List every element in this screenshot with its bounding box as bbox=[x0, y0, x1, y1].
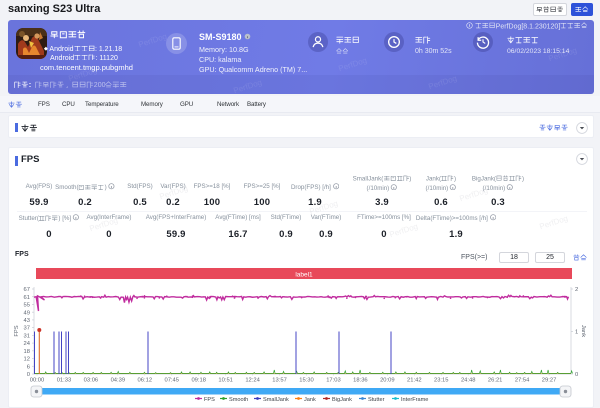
svg-text:0: 0 bbox=[27, 372, 30, 378]
svg-text:6: 6 bbox=[27, 364, 30, 370]
svg-text:12: 12 bbox=[24, 357, 30, 363]
svg-text:Jank: Jank bbox=[304, 397, 316, 403]
svg-text:Stutter: Stutter bbox=[368, 397, 385, 403]
svg-text:55: 55 bbox=[24, 303, 30, 309]
svg-text:21:42: 21:42 bbox=[407, 378, 422, 384]
svg-text:BigJank: BigJank bbox=[332, 397, 352, 403]
svg-text:15:30: 15:30 bbox=[299, 378, 314, 384]
svg-text:18: 18 bbox=[24, 349, 30, 355]
svg-text:label1: label1 bbox=[295, 272, 313, 279]
svg-text:1: 1 bbox=[575, 330, 578, 336]
svg-text:20:09: 20:09 bbox=[380, 378, 395, 384]
svg-text:09:18: 09:18 bbox=[191, 378, 206, 384]
svg-text:49: 49 bbox=[24, 310, 30, 316]
svg-text:31: 31 bbox=[24, 333, 30, 339]
svg-text:27:54: 27:54 bbox=[515, 378, 530, 384]
svg-text:12:24: 12:24 bbox=[245, 378, 260, 384]
svg-text:18:36: 18:36 bbox=[353, 378, 368, 384]
svg-text:01:33: 01:33 bbox=[57, 378, 72, 384]
svg-text:67: 67 bbox=[24, 287, 30, 293]
svg-text:29:27: 29:27 bbox=[542, 378, 557, 384]
svg-text:2: 2 bbox=[575, 287, 578, 293]
svg-text:61: 61 bbox=[24, 295, 30, 301]
svg-text:10:51: 10:51 bbox=[218, 378, 233, 384]
svg-text:Jank: Jank bbox=[580, 325, 586, 337]
svg-text:00:00: 00:00 bbox=[30, 378, 45, 384]
svg-text:23:15: 23:15 bbox=[434, 378, 449, 384]
svg-text:24:48: 24:48 bbox=[461, 378, 476, 384]
svg-text:06:12: 06:12 bbox=[138, 378, 153, 384]
svg-text:43: 43 bbox=[24, 318, 30, 324]
svg-text:24: 24 bbox=[24, 341, 31, 347]
svg-text:13:57: 13:57 bbox=[272, 378, 287, 384]
svg-text:FPS: FPS bbox=[204, 397, 215, 403]
svg-text:SmallJank: SmallJank bbox=[263, 397, 289, 403]
svg-text:04:39: 04:39 bbox=[111, 378, 126, 384]
svg-text:26:21: 26:21 bbox=[488, 378, 503, 384]
svg-text:Smooth: Smooth bbox=[229, 397, 248, 403]
svg-text:37: 37 bbox=[24, 326, 30, 332]
svg-text:FPS: FPS bbox=[14, 325, 20, 336]
svg-text:17:03: 17:03 bbox=[326, 378, 341, 384]
svg-text:0: 0 bbox=[575, 372, 578, 378]
svg-text:03:06: 03:06 bbox=[84, 378, 99, 384]
svg-text:07:45: 07:45 bbox=[164, 378, 179, 384]
svg-text:InterFrame: InterFrame bbox=[401, 397, 428, 403]
